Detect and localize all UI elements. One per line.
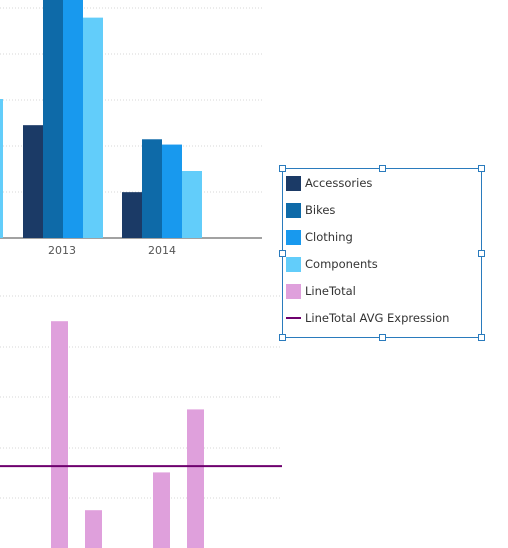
legend-item-bikes[interactable]: Bikes	[286, 202, 335, 218]
bar-2013-clothing	[63, 0, 83, 238]
bottom-bar-chart	[0, 295, 282, 548]
linetotal-bar-3	[153, 472, 170, 548]
legend-label-linetotal-avg: LineTotal AVG Expression	[305, 311, 450, 325]
legend-label-clothing: Clothing	[305, 230, 353, 244]
resize-handle-top-right[interactable]	[478, 165, 485, 172]
legend-swatch-bikes	[286, 202, 301, 218]
legend-label-linetotal: LineTotal	[305, 284, 356, 298]
resize-handle-top-left[interactable]	[279, 165, 286, 172]
legend-item-linetotal[interactable]: LineTotal	[286, 283, 356, 299]
x-tick-label-2013: 2013	[48, 244, 76, 257]
resize-handle-bottom-left[interactable]	[279, 334, 286, 341]
resize-handle-top-center[interactable]	[379, 165, 386, 172]
bar-2014-bikes	[142, 139, 162, 238]
resize-handle-bottom-right[interactable]	[478, 334, 485, 341]
bar-2013-components	[83, 17, 103, 239]
bar-2014-clothing	[162, 144, 182, 238]
linetotal-bar-4	[187, 409, 204, 548]
bar-2013-bikes	[43, 0, 63, 238]
linetotal-bar-1	[51, 321, 68, 548]
x-tick-label-2014: 2014	[148, 244, 176, 257]
legend-label-bikes: Bikes	[305, 203, 336, 217]
legend-box[interactable]: Accessories Bikes Clothing Components Li…	[279, 165, 485, 341]
legend-item-linetotal-avg[interactable]: LineTotal AVG Expression	[286, 310, 449, 326]
legend-swatch-clothing	[286, 229, 301, 245]
legend-label-accessories: Accessories	[305, 176, 373, 190]
legend-item-clothing[interactable]: Clothing	[286, 229, 353, 245]
legend-item-accessories[interactable]: Accessories	[286, 175, 372, 191]
resize-handle-middle-left[interactable]	[279, 250, 286, 257]
bar-2014-components	[182, 171, 202, 238]
resize-handle-bottom-center[interactable]	[379, 334, 386, 341]
bar-previous-year-components	[0, 99, 3, 238]
resize-handle-middle-right[interactable]	[478, 250, 485, 257]
legend-swatch-linetotal	[286, 283, 301, 299]
bar-2013-accessories	[23, 125, 43, 238]
legend-line-swatch-linetotal-avg	[286, 317, 301, 319]
legend-label-components: Components	[305, 257, 378, 271]
linetotal-bar-2	[85, 510, 102, 548]
legend-item-components[interactable]: Components	[286, 256, 378, 272]
legend-swatch-components	[286, 256, 301, 272]
top-bar-chart: 2013 2014	[0, 0, 262, 257]
legend-swatch-accessories	[286, 175, 301, 191]
bar-2014-accessories	[122, 192, 142, 238]
